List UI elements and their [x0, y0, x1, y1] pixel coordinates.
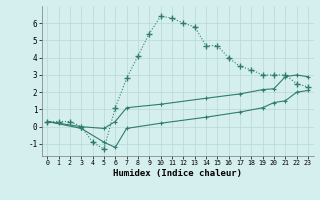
X-axis label: Humidex (Indice chaleur): Humidex (Indice chaleur): [113, 169, 242, 178]
